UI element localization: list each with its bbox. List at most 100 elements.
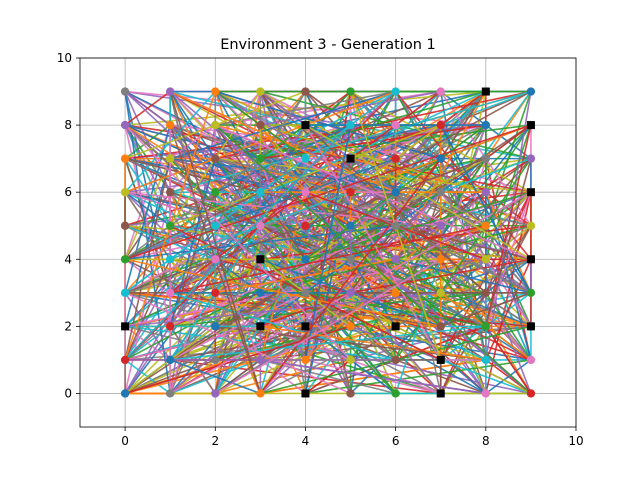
- route-line: [214, 258, 442, 395]
- node-point: [346, 120, 355, 130]
- target-point: [256, 322, 265, 331]
- node-point: [211, 355, 220, 365]
- node-point: [346, 255, 355, 264]
- node-point: [436, 154, 445, 163]
- node-point: [120, 87, 130, 96]
- route-line: [125, 292, 441, 328]
- route-line: [124, 191, 261, 260]
- route-line: [440, 124, 532, 294]
- node-point: [256, 87, 265, 96]
- node-point: [391, 87, 400, 96]
- node-point: [391, 187, 400, 197]
- chart-title: Environment 3 - Generation 1: [220, 37, 436, 53]
- node-point: [120, 355, 130, 365]
- node-point: [346, 187, 355, 197]
- route-line: [485, 359, 532, 395]
- node-point: [526, 154, 536, 163]
- y-tick-label: 10: [57, 51, 72, 65]
- route-line: [124, 292, 351, 395]
- target-markers: [121, 87, 535, 398]
- node-point: [165, 154, 175, 163]
- node-point: [301, 187, 310, 197]
- plot-area: 0 2 4 6 8 10 0 2 4 6 8 10: [57, 51, 584, 448]
- node-point: [526, 389, 536, 398]
- route-line: [440, 90, 487, 126]
- route-line: [259, 225, 307, 294]
- node-point: [211, 120, 220, 130]
- node-point: [481, 288, 491, 298]
- node-point: [120, 255, 130, 264]
- x-tick-label: 4: [302, 434, 310, 448]
- target-point: [526, 121, 535, 130]
- route-line: [169, 124, 307, 327]
- node-point: [120, 221, 130, 230]
- node-point: [481, 120, 491, 130]
- node-point: [256, 389, 265, 398]
- node-point: [391, 255, 400, 264]
- node-point: [211, 389, 220, 398]
- axes-frame: [79, 57, 577, 428]
- route-line: [395, 124, 442, 160]
- node-point: [301, 221, 310, 230]
- route-line: [440, 90, 532, 126]
- node-point: [436, 120, 445, 130]
- route-line: [259, 258, 442, 361]
- route-line: [124, 158, 171, 227]
- node-point: [165, 120, 175, 130]
- node-point: [256, 120, 265, 130]
- node-point: [391, 221, 400, 230]
- node-point: [120, 389, 130, 398]
- node-point: [165, 221, 175, 230]
- node-point: [526, 355, 536, 365]
- node-point: [165, 87, 175, 96]
- route-line: [124, 124, 352, 361]
- target-point: [481, 87, 490, 96]
- node-point: [211, 154, 220, 163]
- node-point: [120, 187, 130, 197]
- node-point: [481, 355, 491, 365]
- node-point: [346, 87, 355, 96]
- route-line: [169, 158, 217, 327]
- node-point: [120, 288, 130, 298]
- route-line: [170, 325, 486, 361]
- x-tick-label: 0: [121, 434, 129, 448]
- node-point: [391, 154, 400, 163]
- route-line: [215, 325, 486, 361]
- node-point: [481, 221, 491, 230]
- y-tick-label: 6: [64, 185, 72, 199]
- x-tick-label: 6: [392, 434, 400, 448]
- target-point: [346, 154, 355, 163]
- node-point: [211, 187, 220, 197]
- data-layer: [120, 87, 536, 398]
- node-point: [256, 355, 265, 365]
- node-point: [346, 355, 355, 365]
- node-point: [301, 355, 310, 365]
- route-line: [485, 292, 532, 361]
- node-point: [391, 389, 400, 398]
- node-point: [211, 221, 220, 230]
- node-point: [481, 154, 491, 163]
- route-line: [124, 258, 261, 294]
- target-point: [436, 389, 445, 398]
- node-point: [301, 255, 310, 264]
- route-line: [124, 258, 171, 361]
- node-point: [120, 120, 130, 130]
- y-tick-label: 8: [64, 118, 72, 132]
- node-point: [391, 288, 400, 298]
- route-line: [305, 191, 532, 261]
- node-point: [256, 187, 265, 197]
- node-point: [165, 187, 175, 197]
- route-line: [304, 124, 352, 361]
- target-point: [436, 355, 445, 364]
- route-line: [124, 90, 171, 126]
- node-point: [346, 389, 355, 398]
- route-line: [124, 325, 171, 361]
- node-point: [256, 288, 265, 298]
- node-point: [211, 322, 220, 331]
- route-line: [485, 325, 532, 394]
- target-point: [121, 322, 130, 331]
- route-line: [215, 258, 396, 294]
- route-line: [215, 90, 396, 126]
